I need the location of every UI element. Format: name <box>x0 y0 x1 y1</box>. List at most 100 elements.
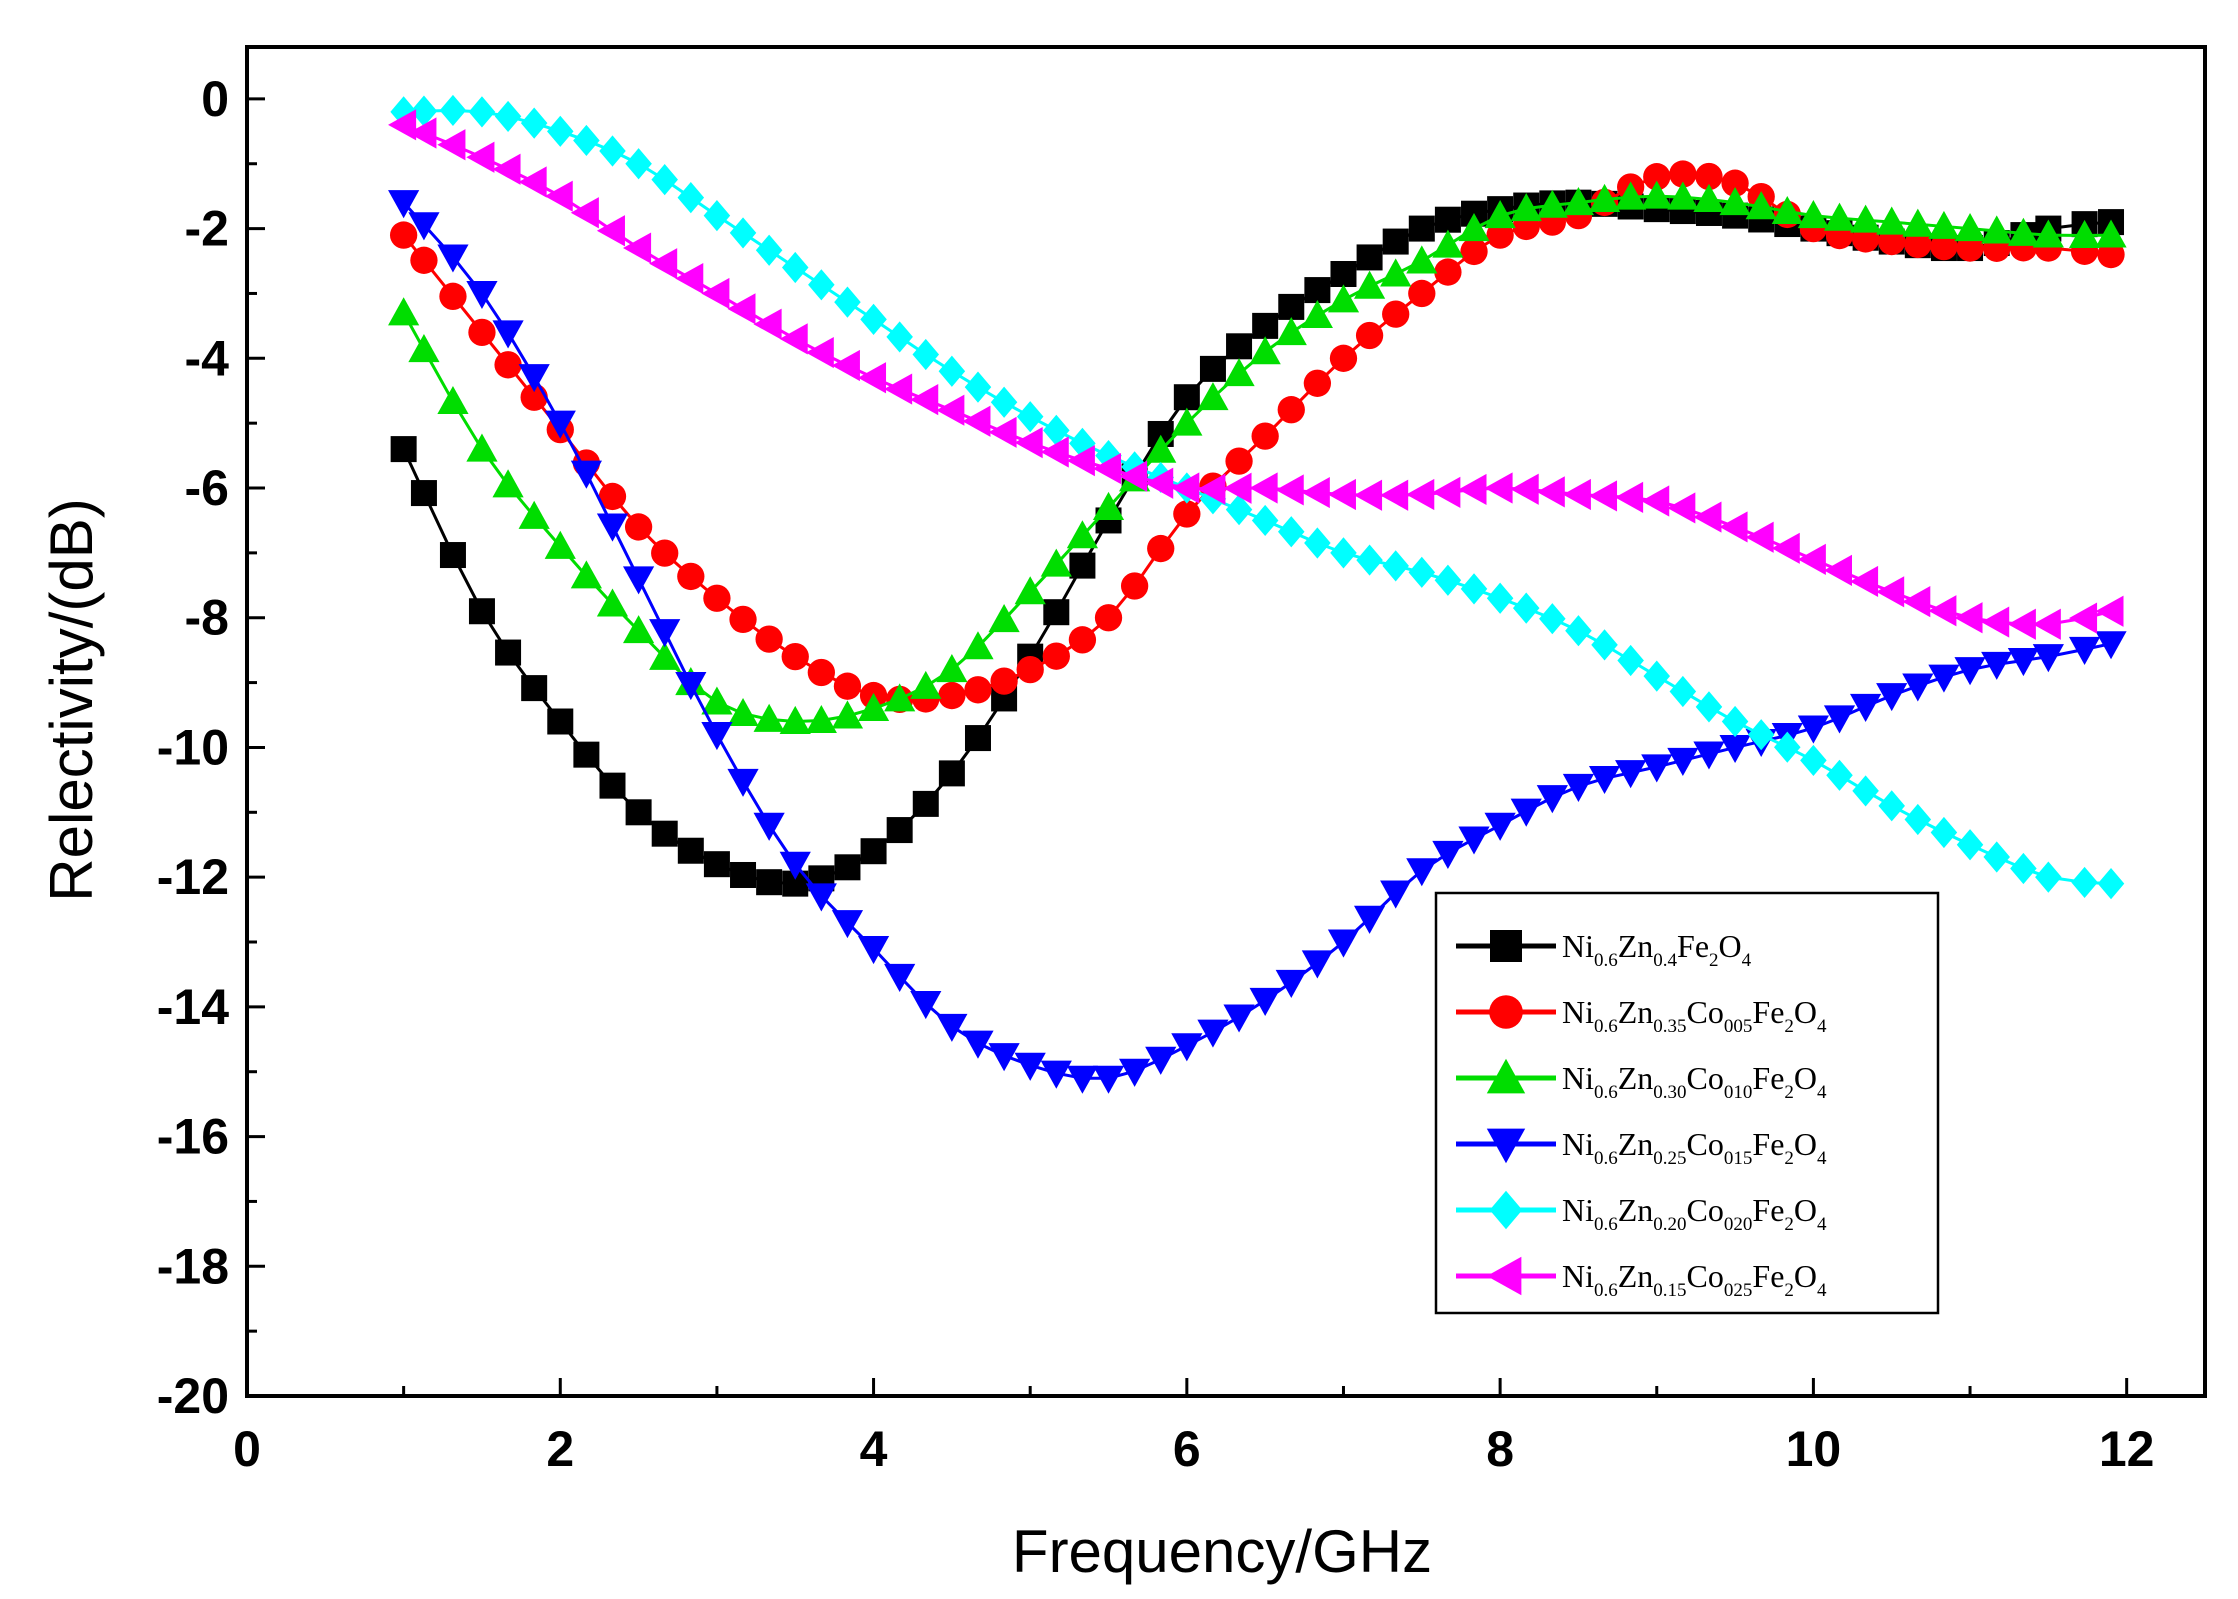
data-point <box>1928 210 1960 239</box>
data-point <box>727 697 759 727</box>
data-point <box>964 676 992 704</box>
legend-element: Co <box>1687 1192 1724 1228</box>
data-point <box>2010 852 2037 885</box>
legend-subscript: 4 <box>1742 950 1752 971</box>
legend-element: Ni <box>1562 1060 1594 1096</box>
data-point <box>1484 200 1516 229</box>
data-point <box>1852 775 1879 807</box>
data-point <box>1408 556 1436 588</box>
data-point <box>1721 705 1749 738</box>
data-point <box>1173 500 1201 528</box>
data-point <box>466 141 495 173</box>
legend-element: O <box>1794 1060 1817 1096</box>
data-point <box>390 436 417 463</box>
legend-element: O <box>1794 994 1817 1030</box>
data-point <box>1119 1058 1151 1087</box>
legend-element: Fe <box>1752 1126 1784 1162</box>
data-point <box>1981 651 2013 680</box>
data-point <box>1249 336 1281 365</box>
data-point <box>1878 790 1905 822</box>
data-point <box>1278 293 1305 320</box>
data-point <box>1327 284 1360 313</box>
data-point <box>912 338 940 371</box>
legend-subscript: 010 <box>1724 1082 1753 1103</box>
legend-element: Fe <box>1752 994 1784 1030</box>
data-point <box>938 681 966 710</box>
data-point <box>2032 219 2064 248</box>
data-point <box>1826 759 1853 791</box>
data-point <box>1014 1052 1046 1081</box>
legend-marker <box>1486 1128 1526 1164</box>
data-point <box>1329 344 1358 372</box>
data-point <box>1121 451 1148 483</box>
data-point <box>599 135 626 167</box>
data-point <box>1199 483 1227 515</box>
data-point <box>779 705 811 734</box>
data-point <box>1930 816 1958 849</box>
data-point <box>1016 401 1044 433</box>
data-point <box>1797 543 1826 575</box>
data-point <box>492 153 521 185</box>
data-point <box>439 94 467 127</box>
legend-element: Zn <box>1618 1192 1654 1228</box>
data-point <box>1353 270 1386 299</box>
data-point <box>1277 396 1305 424</box>
data-point <box>1356 544 1383 576</box>
data-point <box>1382 300 1410 328</box>
data-point <box>1562 773 1595 802</box>
data-point <box>886 321 913 353</box>
y-tick-label: -6 <box>185 460 229 516</box>
data-point <box>1171 1033 1203 1062</box>
data-point <box>962 405 991 437</box>
data-point <box>1043 414 1070 446</box>
legend-marker <box>1486 1256 1522 1296</box>
data-point <box>1536 785 1568 814</box>
data-point <box>1669 675 1697 708</box>
data-point <box>649 619 681 648</box>
data-point <box>2095 219 2127 248</box>
data-point <box>1327 929 1360 958</box>
data-point <box>437 385 469 415</box>
legend-element: Ni <box>1562 1192 1594 1228</box>
legend-element: Zn <box>1618 1060 1654 1096</box>
x-tick-label: 6 <box>1173 1421 1201 1477</box>
legend-label: Ni0.6Zn0.4Fe2O4 <box>1562 928 1752 971</box>
legend-item-5: Ni0.6Zn0.20Co020Fe2O4 <box>1456 1190 1827 1235</box>
data-point <box>1252 312 1279 339</box>
data-point <box>1197 382 1229 411</box>
data-point <box>1380 479 1409 511</box>
data-point <box>1745 191 1777 220</box>
data-point <box>1617 644 1644 677</box>
data-point <box>1094 604 1123 632</box>
legend-subscript: 2 <box>1709 950 1719 971</box>
data-point <box>1797 715 1829 744</box>
legend-element: Fe <box>1677 928 1709 964</box>
data-point <box>2068 636 2101 665</box>
data-point <box>2035 861 2062 893</box>
legend-item-2: Ni0.6Zn0.35Co005Fe2O4 <box>1456 994 1827 1037</box>
data-point <box>1771 195 1803 225</box>
data-point <box>625 799 652 826</box>
data-point <box>1902 673 1934 702</box>
data-point <box>1981 606 2010 638</box>
data-point <box>1643 163 1671 191</box>
legend-marker <box>1490 930 1522 962</box>
data-point <box>1719 187 1751 216</box>
data-point <box>1588 765 1621 795</box>
data-point <box>1486 582 1514 614</box>
data-point <box>1223 358 1255 387</box>
data-point <box>964 725 991 752</box>
legend-subscript: 2 <box>1784 1214 1794 1235</box>
data-point <box>1954 212 1986 242</box>
data-point <box>701 686 733 715</box>
data-point <box>1693 183 1725 213</box>
data-point <box>1304 277 1331 304</box>
legend-subscript: 0.6 <box>1594 1280 1618 1301</box>
legend-subscript: 4 <box>1817 1016 1827 1037</box>
legend-item-3: Ni0.6Zn0.30Co010Fe2O4 <box>1456 1058 1827 1103</box>
data-point <box>573 741 600 768</box>
legend-label: Ni0.6Zn0.25Co015Fe2O4 <box>1562 1126 1827 1169</box>
data-point <box>1510 193 1542 222</box>
data-point <box>1771 532 1800 564</box>
data-point <box>727 293 756 325</box>
